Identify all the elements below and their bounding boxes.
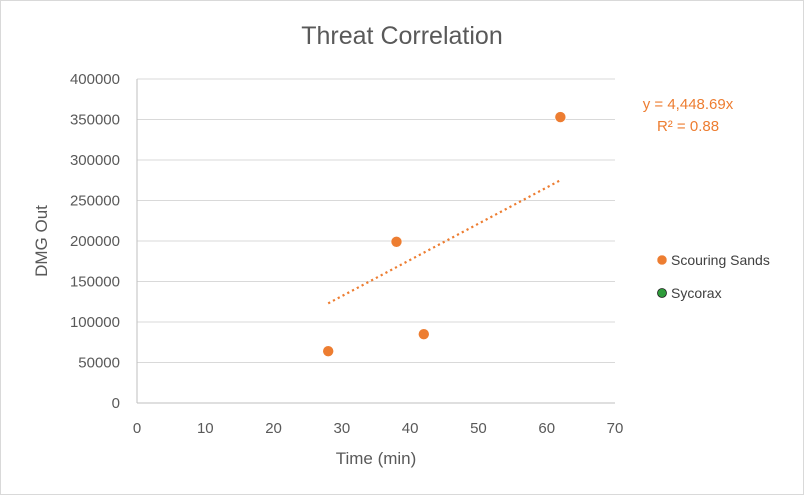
y-tick-labels: 0 50000 100000 150000 200000 250000 300000 3500… [70,71,120,412]
legend[interactable]: Scouring Sands Sycorax [656,252,770,301]
data-point[interactable] [554,111,567,123]
y-axis-label: DMG Out [32,205,51,277]
chart-title: Threat Correlation [301,22,502,50]
x-tick-label: 40 [402,420,419,437]
y-tick-label: 350000 [70,112,120,129]
legend-label-sycorax: Sycorax [671,285,722,301]
y-tick-label: 100000 [70,314,120,331]
x-tick-label: 70 [607,420,624,437]
data-point[interactable] [390,236,403,248]
x-tick-label: 20 [265,420,282,437]
trendline-r-squared: R² = 0.88 [657,118,719,135]
x-tick-label: 10 [197,420,214,437]
legend-label-scouring-sands: Scouring Sands [671,252,770,268]
y-tick-label: 300000 [70,152,120,169]
axes [136,79,615,404]
legend-item-scouring-sands[interactable]: Scouring Sands [656,252,770,268]
y-tick-label: 250000 [70,193,120,210]
data-points [322,111,567,357]
trendline [327,179,561,305]
legend-marker-scouring-sands [656,254,668,266]
y-tick-label: 400000 [70,71,120,88]
trendline-layer [327,179,561,305]
x-tick-label: 30 [334,420,351,437]
y-tick-label: 0 [112,395,120,412]
trendline-equation: y = 4,448.69x [643,96,734,113]
y-tick-label: 150000 [70,274,120,291]
grid-lines [137,78,615,363]
data-point[interactable] [322,345,335,357]
x-tick-labels: 0 10 20 30 40 50 60 70 [133,420,624,437]
x-tick-label: 0 [133,420,141,437]
legend-item-sycorax[interactable]: Sycorax [657,285,722,301]
x-tick-label: 50 [470,420,487,437]
legend-marker-sycorax [657,288,667,298]
x-tick-label: 60 [538,420,555,437]
data-point[interactable] [417,328,430,340]
y-tick-label: 50000 [78,355,120,372]
x-axis-label: Time (min) [336,449,417,468]
y-tick-label: 200000 [70,233,120,250]
